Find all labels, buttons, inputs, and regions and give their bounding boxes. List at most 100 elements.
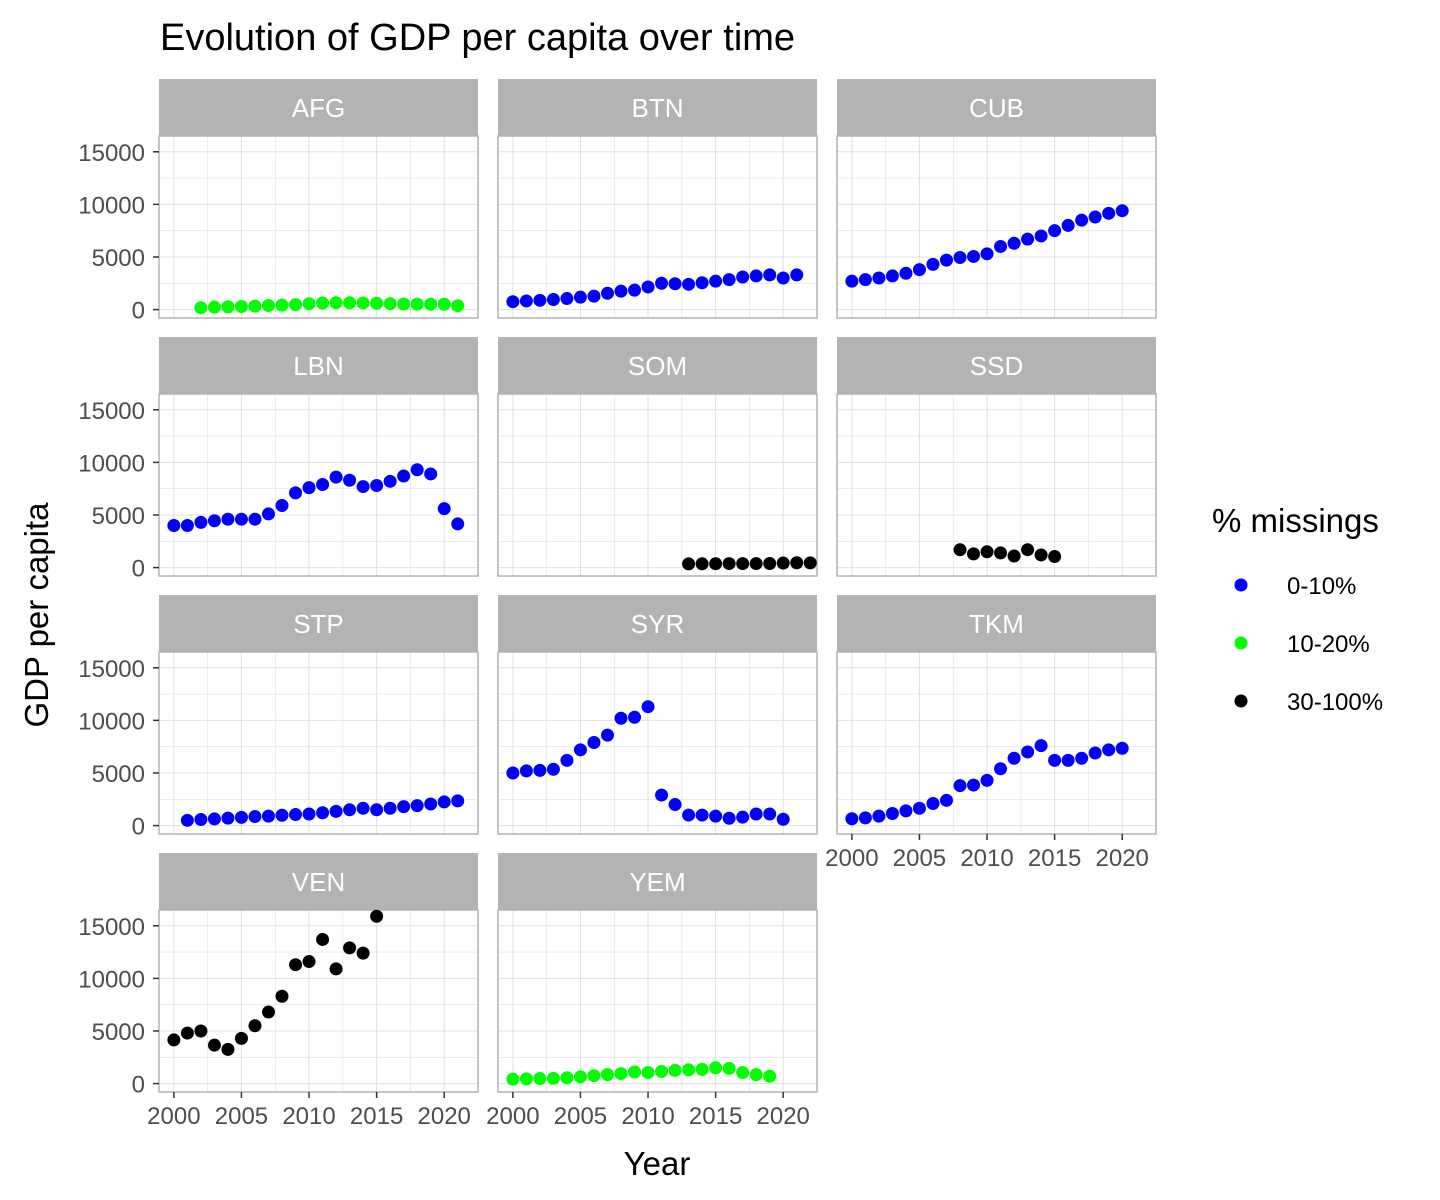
- data-point: [207, 514, 221, 528]
- data-point: [695, 557, 709, 571]
- data-point: [437, 502, 451, 516]
- panel-grid: [837, 394, 1156, 576]
- data-point: [953, 251, 967, 265]
- y-tick-label: 10000: [78, 450, 145, 477]
- panel-strip-label: CUB: [969, 93, 1024, 123]
- x-tick-label: 2020: [1096, 845, 1149, 872]
- panel-strip-label: SSD: [970, 351, 1023, 381]
- data-point: [614, 284, 628, 298]
- data-point: [912, 801, 926, 815]
- panel-cub: CUB: [836, 79, 1157, 319]
- data-point: [1115, 741, 1129, 755]
- data-point: [410, 799, 424, 813]
- legend-key: [1234, 636, 1248, 650]
- data-point: [410, 463, 424, 477]
- data-point: [736, 557, 750, 571]
- data-point: [289, 486, 303, 500]
- data-point: [722, 811, 736, 825]
- data-point: [980, 545, 994, 559]
- data-point: [939, 793, 953, 807]
- data-point: [926, 257, 940, 271]
- panel-grid: [498, 652, 817, 834]
- data-point: [1034, 229, 1048, 243]
- x-tick-label: 2010: [282, 1103, 335, 1130]
- panel-border: [497, 393, 818, 577]
- data-point: [994, 762, 1008, 776]
- data-point: [709, 809, 723, 823]
- data-point: [1021, 745, 1035, 759]
- panel-border: [497, 135, 818, 319]
- data-point: [1061, 218, 1075, 232]
- data-point: [763, 556, 777, 570]
- data-point: [1021, 232, 1035, 246]
- data-point: [749, 269, 763, 283]
- data-point: [261, 507, 275, 521]
- data-point: [289, 958, 303, 972]
- data-point: [885, 269, 899, 283]
- data-point: [722, 273, 736, 287]
- data-point: [234, 512, 248, 526]
- y-tick-label: 5000: [92, 503, 145, 530]
- data-point: [722, 557, 736, 571]
- data-point: [587, 735, 601, 749]
- data-point: [356, 296, 370, 310]
- data-point: [1048, 224, 1062, 238]
- data-point: [533, 293, 547, 307]
- x-tick-label: 2015: [689, 1103, 742, 1130]
- x-tick-label: 2010: [960, 845, 1013, 872]
- data-point: [682, 557, 696, 571]
- data-point: [370, 909, 384, 923]
- data-point: [628, 1065, 642, 1079]
- data-point: [695, 808, 709, 822]
- panel-stp: STP 0 5000 10000 15000: [78, 595, 479, 841]
- data-point: [261, 1005, 275, 1019]
- data-point: [234, 810, 248, 824]
- data-point: [370, 479, 384, 493]
- data-point: [261, 809, 275, 823]
- panel-border: [158, 651, 479, 835]
- data-point: [858, 273, 872, 287]
- data-point: [221, 512, 235, 526]
- panel-grid: [498, 910, 817, 1092]
- data-point: [167, 1033, 181, 1047]
- panel-strip: [498, 337, 817, 394]
- data-point: [221, 1042, 235, 1056]
- data-point: [424, 297, 438, 311]
- data-point: [709, 1061, 723, 1075]
- data-point: [573, 290, 587, 304]
- data-point: [939, 253, 953, 267]
- data-point: [967, 547, 981, 561]
- data-point: [546, 292, 560, 306]
- data-point: [519, 1072, 533, 1086]
- x-tick-label: 2000: [486, 1103, 539, 1130]
- panel-strip-label: YEM: [629, 867, 685, 897]
- legend: % missings 0-10% 10-20% 30-100%: [1212, 502, 1383, 716]
- data-point: [872, 809, 886, 823]
- y-axis-label: GDP per capita: [18, 502, 55, 728]
- data-point: [1007, 236, 1021, 250]
- data-point: [845, 274, 859, 288]
- panel-border: [836, 651, 1157, 835]
- panel-strip: [498, 595, 817, 652]
- data-point: [1088, 746, 1102, 760]
- x-tick-label: 2005: [554, 1103, 607, 1130]
- data-point: [397, 800, 411, 814]
- data-point: [722, 1061, 736, 1075]
- panel-strip: [498, 853, 817, 910]
- data-point: [533, 763, 547, 777]
- panel-border: [158, 393, 479, 577]
- panel-strip-label: TKM: [969, 609, 1024, 639]
- y-tick-label: 10000: [78, 708, 145, 735]
- data-point: [994, 546, 1008, 560]
- data-point: [749, 807, 763, 821]
- legend-title: % missings: [1212, 502, 1379, 539]
- data-point: [437, 297, 451, 311]
- data-point: [587, 289, 601, 303]
- data-point: [289, 808, 303, 822]
- data-point: [519, 294, 533, 308]
- data-point: [763, 807, 777, 821]
- data-point: [316, 296, 330, 310]
- data-point: [1102, 743, 1116, 757]
- panel-strip: [837, 595, 1156, 652]
